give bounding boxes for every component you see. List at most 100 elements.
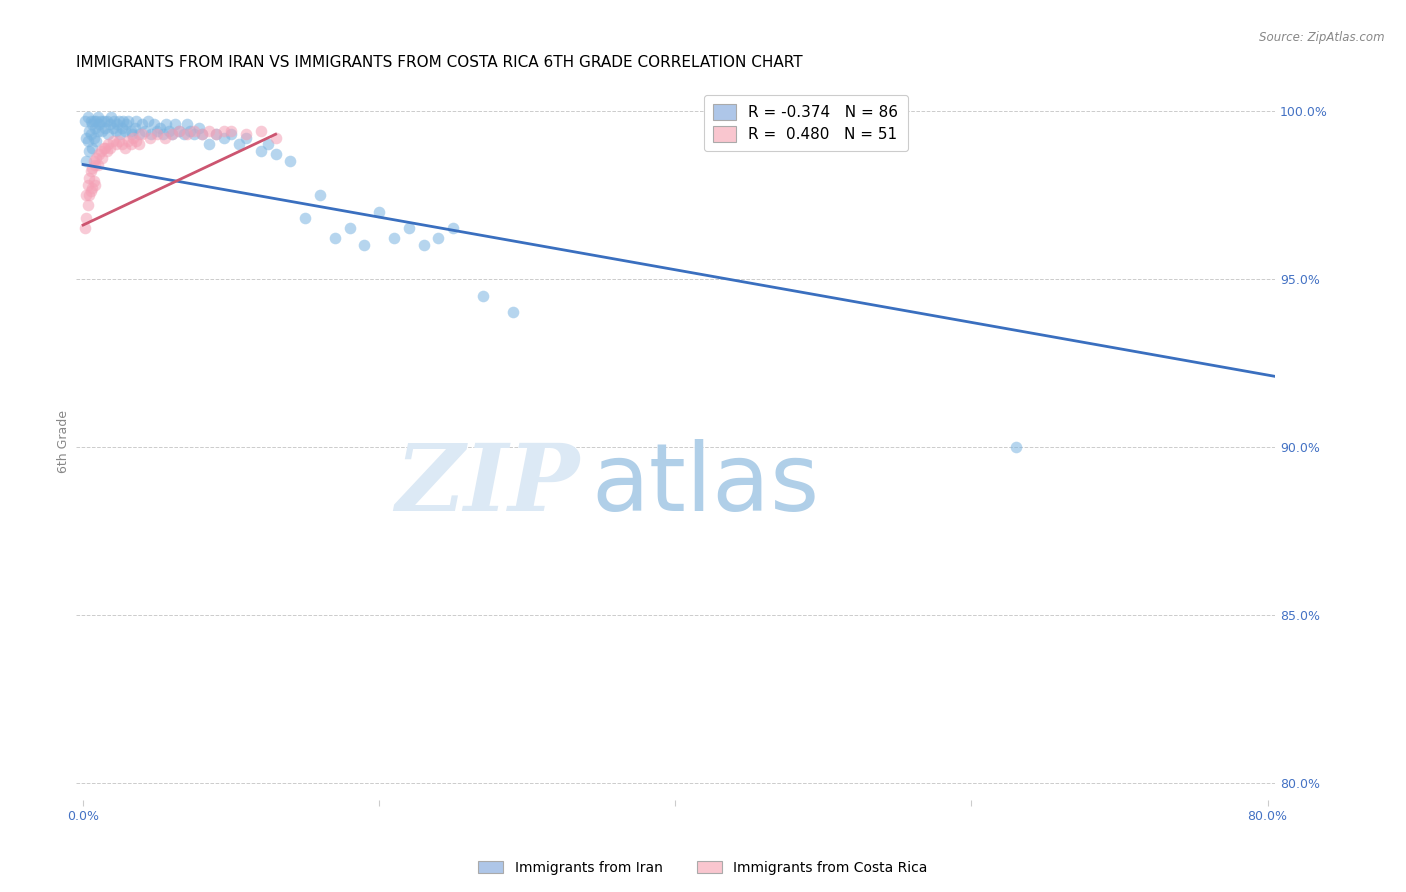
Point [79, 185, 101, 199]
Point [152, 128, 174, 142]
Text: IMMIGRANTS FROM IRAN VS IMMIGRANTS FROM COSTA RICA 6TH GRADE CORRELATION CHART: IMMIGRANTS FROM IRAN VS IMMIGRANTS FROM … [76, 55, 803, 70]
Point [502, 305, 524, 319]
Point [128, 137, 150, 152]
Point [249, 144, 271, 158]
Point [75, 211, 97, 226]
Point [75, 154, 97, 169]
Point [84, 178, 107, 192]
Point [141, 128, 163, 142]
Point [79, 128, 101, 142]
Point [294, 211, 316, 226]
Point [77, 187, 100, 202]
Point [89, 117, 111, 131]
Point [339, 221, 361, 235]
Point [212, 130, 235, 145]
Point [169, 124, 191, 138]
Point [79, 164, 101, 178]
Point [79, 113, 101, 128]
Point [104, 124, 127, 138]
Point [80, 117, 103, 131]
Point [398, 221, 420, 235]
Point [205, 128, 228, 142]
Point [111, 120, 134, 135]
Point [108, 128, 131, 142]
Text: ZIP: ZIP [395, 440, 579, 530]
Text: Source: ZipAtlas.com: Source: ZipAtlas.com [1260, 31, 1385, 45]
Point [155, 117, 177, 131]
Point [205, 128, 228, 142]
Point [122, 130, 145, 145]
Point [86, 151, 108, 165]
Point [73, 113, 96, 128]
Point [124, 120, 146, 135]
Point [87, 124, 110, 138]
Point [86, 134, 108, 148]
Point [80, 181, 103, 195]
Y-axis label: 6th Grade: 6th Grade [58, 410, 70, 474]
Point [128, 128, 150, 142]
Point [146, 128, 169, 142]
Point [212, 124, 235, 138]
Point [87, 111, 110, 125]
Point [96, 144, 118, 158]
Point [101, 120, 124, 135]
Point [93, 113, 115, 128]
Point [257, 137, 280, 152]
Point [471, 288, 494, 302]
Point [412, 238, 434, 252]
Point [264, 147, 287, 161]
Point [84, 120, 107, 135]
Point [131, 128, 153, 142]
Point [219, 128, 242, 142]
Point [120, 124, 142, 138]
Point [163, 117, 186, 131]
Point [107, 134, 129, 148]
Point [83, 154, 105, 169]
Point [76, 111, 98, 125]
Point [117, 134, 139, 148]
Point [134, 124, 156, 138]
Point [120, 137, 142, 152]
Point [76, 178, 98, 192]
Point [100, 111, 122, 125]
Point [235, 130, 257, 145]
Point [146, 124, 169, 138]
Point [173, 128, 195, 142]
Point [104, 137, 127, 152]
Point [125, 113, 148, 128]
Point [280, 154, 302, 169]
Point [90, 113, 112, 128]
Point [176, 117, 198, 131]
Point [97, 128, 120, 142]
Point [183, 128, 205, 142]
Point [97, 137, 120, 152]
Point [107, 113, 129, 128]
Point [441, 221, 464, 235]
Point [160, 128, 183, 142]
Point [112, 113, 135, 128]
Point [86, 113, 108, 128]
Point [96, 113, 118, 128]
Point [94, 141, 117, 155]
Point [84, 157, 107, 171]
Point [1005, 440, 1028, 454]
Point [143, 117, 166, 131]
Point [198, 137, 221, 152]
Point [90, 144, 112, 158]
Point [187, 120, 209, 135]
Point [160, 128, 183, 142]
Point [115, 117, 138, 131]
Point [77, 171, 100, 186]
Point [219, 124, 242, 138]
Point [89, 147, 111, 161]
Point [190, 128, 212, 142]
Point [368, 204, 391, 219]
Legend: R = -0.374   N = 86, R =  0.480   N = 51: R = -0.374 N = 86, R = 0.480 N = 51 [704, 95, 908, 152]
Point [94, 120, 117, 135]
Point [76, 134, 98, 148]
Point [323, 231, 346, 245]
Point [264, 130, 287, 145]
Point [169, 124, 191, 138]
Point [179, 124, 201, 138]
Point [77, 144, 100, 158]
